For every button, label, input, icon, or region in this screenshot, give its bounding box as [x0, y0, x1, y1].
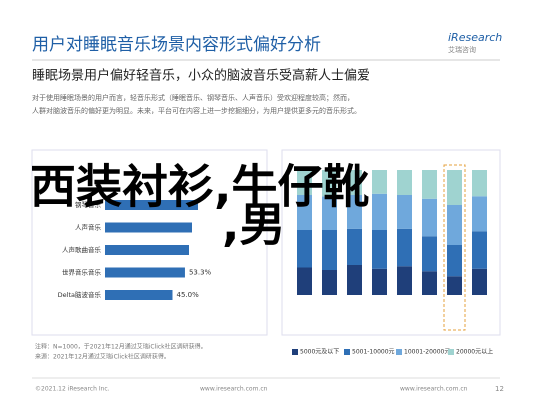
- bar-segment: [347, 195, 362, 229]
- legend-label: 20000元以上: [456, 348, 493, 356]
- bar-segment: [322, 230, 337, 270]
- legend-label: 10001-20000元: [404, 349, 450, 356]
- bar-segment: [472, 268, 487, 295]
- bar-segment: [322, 170, 337, 197]
- body-line: 人群对脑波音乐的偏好更为明显。未来，平台可在内容上进一步挖掘细分，为用户提供更多…: [32, 106, 361, 115]
- bar-segment: [397, 195, 412, 229]
- highlight: [443, 164, 466, 331]
- legend-swatch: [344, 349, 350, 355]
- bar-segment: [347, 170, 362, 195]
- category-label: 世界音乐音乐: [62, 268, 102, 277]
- site: www.iresearch.com.cn: [400, 386, 468, 393]
- logo-sub: 艾瑞咨询: [448, 45, 476, 54]
- category-label: Delta脑波音乐: [58, 290, 102, 299]
- bar-segment: [322, 196, 337, 230]
- category-label: 人声歌曲音乐: [62, 245, 102, 254]
- bar-segment: [372, 230, 387, 269]
- bar-segment: [297, 195, 312, 230]
- subtitle: 睡眠场景用户偏好轻音乐，小众的脑波音乐受高薪人士偏爱: [32, 68, 370, 84]
- source: 来源：2021年12月通过艾瑞iClick社区调研获得。: [35, 353, 170, 361]
- bar-segment: [447, 170, 462, 205]
- bar-segment: [322, 270, 337, 295]
- bar-segment: [422, 271, 437, 295]
- bar-segment: [447, 245, 462, 277]
- title: 用户对睡眠音乐场景内容形式偏好分析: [32, 35, 321, 55]
- left-panel: [31, 149, 268, 336]
- legend-label: 5000元及以下: [300, 349, 339, 356]
- note: 注释：N=1000，于2021年12月通过艾瑞iClick社区调研获得。: [35, 343, 207, 351]
- bar-segment: [297, 170, 312, 195]
- overlay-text: ,男: [222, 198, 285, 252]
- bar-segment: [447, 205, 462, 245]
- logo: iResearch: [448, 31, 502, 44]
- bar-segment: [297, 267, 312, 295]
- bar: [105, 290, 173, 300]
- site: www.iresearch.com.cn: [200, 386, 268, 393]
- value-label: 45.0%: [177, 291, 200, 299]
- bar-segment: [422, 198, 437, 237]
- bar-segment: [472, 196, 487, 232]
- bar-segment: [372, 268, 387, 295]
- page-number: 12: [495, 385, 504, 393]
- bar-segment: [447, 276, 462, 295]
- legend-swatch: [292, 349, 298, 355]
- right-panel: [281, 149, 501, 336]
- legend-swatch: [448, 349, 454, 355]
- bar-segment: [397, 266, 412, 295]
- copyright: ©2021.12 iResearch Inc.: [35, 386, 110, 393]
- overlay-text: 西装衬衫,牛仔靴: [30, 160, 369, 214]
- bar: [105, 267, 185, 278]
- bar: [105, 245, 189, 255]
- legend-swatch: [396, 349, 402, 355]
- bar-segment: [422, 170, 437, 199]
- bar-segment: [372, 170, 387, 194]
- bar-segment: [347, 265, 362, 295]
- category-label: 钢琴音乐: [75, 200, 102, 209]
- category-label: 人声音乐: [75, 223, 102, 232]
- bar-segment: [347, 228, 362, 265]
- bar-segment: [397, 228, 412, 267]
- legend-label: 5001-10000元: [352, 349, 395, 356]
- bar-segment: [472, 170, 487, 197]
- bar: [105, 200, 198, 210]
- bar-segment: [297, 230, 312, 268]
- bar-segment: [372, 193, 387, 230]
- bar-segment: [422, 236, 437, 272]
- bar-segment: [397, 170, 412, 195]
- bar-segment: [472, 231, 487, 269]
- bar: [105, 222, 192, 233]
- body-line: 对于使用睡眠场景的用户而言，轻音乐形式（睡眠音乐、钢琴音乐、人声音乐）受欢迎程度…: [32, 93, 354, 102]
- value-label: 53.3%: [189, 269, 212, 277]
